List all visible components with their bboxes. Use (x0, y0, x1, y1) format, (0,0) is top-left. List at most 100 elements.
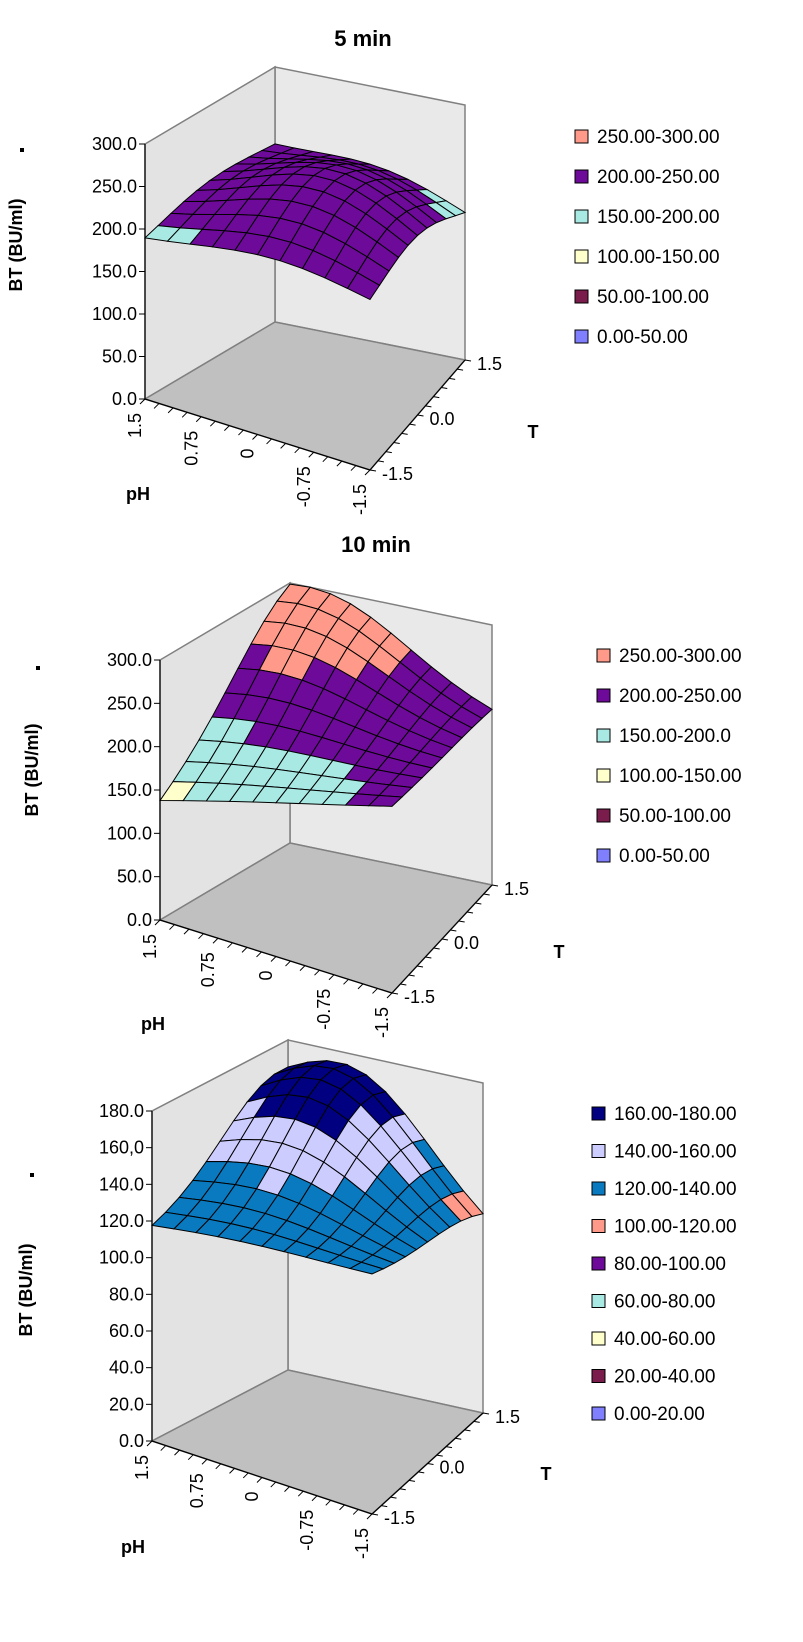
y-axis-title: T (541, 1464, 552, 1484)
x-tick-mark (299, 965, 306, 971)
legend-label: 50.00-100.00 (619, 806, 731, 827)
legend-swatch (574, 169, 589, 184)
y-tick-label: -1.5 (384, 1508, 415, 1528)
x-tick-mark (154, 919, 161, 926)
legend-swatch (591, 1331, 606, 1346)
x-tick-mark (242, 1472, 249, 1479)
legend-swatch (591, 1144, 606, 1158)
y-tick-mark (417, 414, 424, 417)
z-tick-label: 0.0 (127, 910, 152, 930)
x-tick-mark (343, 978, 349, 985)
legend-label: 0.00-20.00 (614, 1404, 705, 1425)
x-tick-mark (350, 465, 357, 471)
z-tick-label: 0.0 (119, 1431, 144, 1451)
x-tick-label: -1.5 (372, 1007, 392, 1038)
x-tick-mark (227, 942, 233, 949)
x-tick-mark (256, 1477, 263, 1483)
x-tick-label: 0.75 (198, 952, 218, 987)
z-tick-label: 120.0 (99, 1211, 144, 1231)
y-tick-mark (416, 965, 424, 968)
surface-mesh (159, 583, 493, 807)
y-tick-mark (455, 1437, 462, 1440)
chart-svg-10min: 10 min 0.0 50.0 100.0 150.0 200.0 250.0 300.0 1.… (22, 532, 742, 1038)
y-axis-title: T (528, 422, 539, 442)
legend-label: 200.00-250.00 (597, 167, 720, 188)
y-tick-mark (418, 1471, 425, 1474)
z-tick-label: 180.0 (99, 1101, 144, 1121)
x-tick-mark (139, 398, 146, 405)
legend-label: 250.00-300.00 (619, 646, 742, 667)
y-tick-mark (473, 1420, 480, 1423)
x-tick-mark (229, 1468, 235, 1474)
y-tick-mark (371, 1513, 379, 1516)
z-tick-label: 80.0 (109, 1284, 144, 1304)
x-tick-mark (224, 425, 230, 431)
x-tick-mark (308, 451, 315, 458)
x-tick-mark (366, 1513, 373, 1520)
x-tick-mark (311, 1495, 318, 1502)
x-tick-mark (174, 1449, 180, 1456)
legend-swatch (591, 1219, 606, 1233)
z-tick-label: 50.0 (102, 347, 137, 367)
x-tick-label: 0 (238, 449, 258, 459)
y-tick-mark (464, 359, 472, 362)
x-tick-mark (183, 928, 190, 935)
z-tick-label: 300.0 (107, 650, 152, 670)
y-tick-mark (400, 983, 407, 986)
z-tick-label: 200.0 (107, 737, 152, 757)
z-tick-label: 250.0 (92, 177, 137, 197)
legend-swatch (591, 1181, 606, 1196)
x-tick-label: 1.5 (140, 934, 160, 959)
legend-label: 250.00-300.00 (597, 127, 720, 148)
legend-swatch (591, 1369, 606, 1383)
chart-title: 5 min (334, 26, 391, 51)
y-tick-mark (425, 956, 432, 959)
z-tick-label: 100.0 (99, 1248, 144, 1268)
y-tick-mark (391, 992, 399, 995)
y-tick-mark (393, 442, 400, 444)
x-axis-title: pH (121, 1537, 145, 1557)
x-tick-mark (322, 456, 329, 463)
x-tick-mark (270, 956, 277, 962)
legend-label: 150.00-200.00 (597, 207, 720, 228)
chart-panel-10min: 10 min 0.0 50.0 100.0 150.0 200.0 250.0 300.0 1.… (0, 520, 803, 1040)
legend-swatch (574, 329, 589, 344)
x-tick-label: 0 (256, 971, 276, 981)
x-tick-mark (167, 407, 174, 414)
x-tick-mark (266, 438, 272, 445)
x-tick-mark (201, 1458, 208, 1465)
z-tick-label: 50.0 (117, 867, 152, 887)
y-tick-mark (425, 405, 432, 408)
y-tick-label: 0.0 (440, 1458, 465, 1478)
legend-swatch (596, 768, 611, 783)
y-tick-label: -1.5 (382, 464, 413, 484)
surface-cell (367, 794, 404, 807)
chart-title: 10 min (341, 532, 411, 557)
y-axis-title: T (554, 942, 565, 962)
legend-label: 40.00-60.00 (614, 1329, 715, 1350)
y-tick-mark (385, 451, 392, 454)
y-tick-mark (457, 368, 464, 371)
x-tick-mark (357, 983, 364, 990)
z-axis-title: BT (BU/ml) (16, 1244, 36, 1337)
axis-title-dot (20, 148, 24, 152)
legend-swatch (596, 728, 611, 743)
y-tick-mark (399, 1488, 406, 1491)
y-tick-mark (436, 1454, 443, 1457)
y-tick-mark (441, 387, 448, 389)
y-tick-mark (409, 423, 416, 426)
axis-title-dot (36, 666, 40, 670)
y-tick-mark (483, 893, 490, 896)
y-tick-mark (466, 911, 474, 914)
legend-label: 150.00-200.0 (619, 726, 731, 747)
x-axis-title: pH (126, 484, 150, 504)
legend-label: 200.00-250.00 (619, 686, 742, 707)
y-tick-mark (401, 432, 408, 435)
y-tick-mark (449, 377, 456, 380)
x-tick-mark (280, 443, 286, 449)
surface-mesh (150, 1060, 484, 1275)
x-tick-label: 1.5 (132, 1455, 152, 1480)
y-tick-mark (450, 929, 457, 932)
legend-swatch (574, 249, 589, 264)
x-tick-mark (256, 951, 262, 958)
